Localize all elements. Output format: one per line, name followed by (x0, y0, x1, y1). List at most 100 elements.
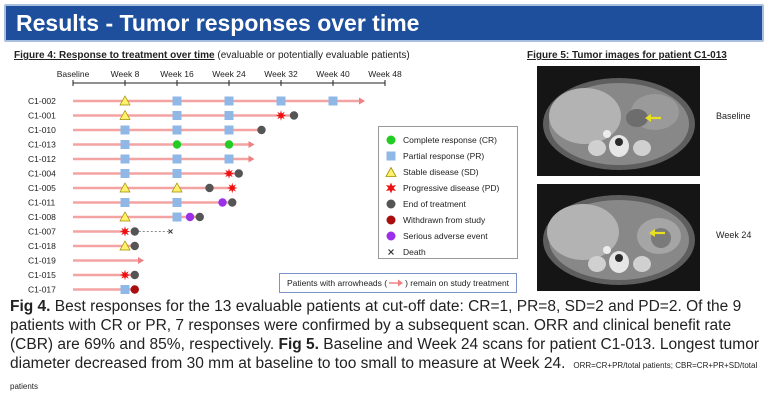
legend-label: Partial response (PR) (403, 151, 485, 161)
eot-marker (195, 212, 204, 222)
patient-id-label: C1-007 (28, 227, 56, 237)
fig4-description: Best responses for the 13 evaluable pati… (10, 298, 742, 353)
pr-marker (224, 96, 234, 106)
pr-marker (224, 154, 234, 164)
patient-id-label: C1-005 (28, 183, 56, 193)
figure-4-caption: Figure 4: Response to treatment over tim… (14, 50, 410, 61)
legend-item-pd: Progressive disease (PD) (385, 181, 499, 195)
x-icon (388, 249, 394, 255)
arrow-note-after: ) remain on study treatment (405, 278, 510, 288)
pr-marker (120, 125, 130, 135)
arrow-note: Patients with arrowheads ( ) remain on s… (279, 273, 517, 293)
ongoing-arrowhead (359, 97, 365, 105)
pd-marker (223, 168, 235, 179)
eot-marker (257, 125, 266, 135)
legend-label: Withdrawn from study (403, 215, 486, 225)
legend-label: Serious adverse event (403, 231, 488, 241)
sae-marker (218, 198, 227, 207)
patient-id-label: C1-010 (28, 125, 56, 135)
sd-marker (119, 211, 131, 222)
patient-id-label: C1-019 (28, 256, 56, 266)
pr-marker (224, 111, 234, 120)
legend-label: End of treatment (403, 199, 466, 209)
pd-marker (119, 226, 131, 237)
withdrawn-marker (130, 285, 139, 294)
purple-circle-icon (386, 231, 396, 241)
ongoing-arrowhead (248, 141, 255, 148)
green-circle-icon (386, 135, 396, 145)
sd-marker (119, 240, 131, 251)
figure-4-caption-rest: (evaluable or potentially evaluable pati… (214, 50, 410, 61)
death-marker (168, 229, 173, 234)
pd-marker (227, 182, 238, 194)
pd-marker (119, 269, 131, 281)
results-paragraph: Fig 4. Best responses for the 13 evaluab… (10, 297, 762, 396)
pr-marker (120, 140, 130, 149)
patient-id-label: C1-013 (28, 140, 56, 150)
x-tick-label: Week 16 (160, 69, 194, 79)
pr-marker (120, 169, 130, 178)
legend-item-withdrawn: Withdrawn from study (385, 213, 485, 227)
x-tick-label: Baseline (57, 69, 90, 79)
legend: Complete response (CR) Partial response … (378, 126, 518, 259)
darkred-circle-icon (386, 215, 396, 225)
patient-id-label: C1-008 (28, 212, 56, 222)
pr-marker (120, 154, 130, 164)
slide-title: Results - Tumor responses over time (16, 9, 420, 36)
pr-marker (172, 169, 182, 178)
pd-marker (275, 110, 287, 121)
fig5-ref: Fig 5. (278, 336, 319, 353)
patient-id-label: C1-001 (28, 111, 56, 121)
x-tick-label: Week 32 (264, 69, 298, 79)
sd-marker (119, 182, 131, 193)
pink-arrow-icon (389, 279, 404, 287)
pr-marker (328, 96, 338, 106)
sd-marker (171, 182, 183, 193)
slide-title-bar: Results - Tumor responses over time (4, 4, 764, 42)
pr-marker (120, 285, 130, 294)
sd-marker (119, 109, 131, 120)
legend-item-cr: Complete response (CR) (385, 133, 497, 147)
pr-marker (172, 125, 182, 135)
scan-label-week24: Week 24 (716, 230, 752, 240)
yellow-triangle-icon (385, 166, 397, 177)
sd-marker (119, 95, 131, 106)
pr-marker (224, 125, 234, 135)
x-tick-label: Week 8 (111, 69, 140, 79)
swimmer-plot: Baseline Week 8 Week 16 Week 24 Week 32 Week … (28, 69, 402, 295)
cr-marker (224, 140, 234, 149)
cr-marker (172, 140, 182, 149)
eot-marker (130, 270, 139, 280)
figure-5-caption: Figure 5: Tumor images for patient C1-01… (527, 50, 727, 61)
patient-id-label: C1-018 (28, 241, 56, 251)
legend-label: Progressive disease (PD) (403, 183, 500, 193)
eot-marker (130, 241, 139, 251)
pr-marker (172, 111, 182, 120)
pr-marker (276, 96, 286, 106)
blue-square-icon (386, 151, 396, 161)
patient-id-label: C1-017 (28, 285, 56, 295)
eot-marker (205, 183, 214, 193)
fig5-description: Baseline and Week 24 scans for patient C… (10, 336, 759, 372)
ct-scan-week24 (537, 184, 700, 291)
ongoing-arrowhead (248, 155, 255, 163)
legend-item-eot: End of treatment (385, 197, 466, 211)
eot-marker (228, 198, 237, 207)
red-star-icon (386, 182, 396, 194)
eot-marker (289, 111, 299, 120)
ongoing-arrowhead (138, 257, 144, 264)
legend-item-sd: Stable disease (SD) (385, 165, 479, 179)
eot-marker (130, 227, 139, 236)
ct-scan-baseline (537, 66, 700, 176)
arrow-note-before: Patients with arrowheads ( (286, 278, 388, 288)
pr-marker (172, 154, 182, 164)
patient-id-label: C1-011 (28, 198, 56, 208)
legend-label: Complete response (CR) (403, 135, 498, 145)
patient-id-label: C1-012 (28, 154, 56, 164)
legend-item-pr: Partial response (PR) (385, 149, 484, 163)
legend-item-death: Death (385, 245, 426, 259)
pr-marker (120, 198, 130, 207)
x-tick-label: Week 40 (316, 69, 350, 79)
figure-4-caption-lead: Figure 4: Response to treatment over tim… (14, 50, 215, 61)
legend-label: Stable disease (SD) (403, 167, 479, 177)
